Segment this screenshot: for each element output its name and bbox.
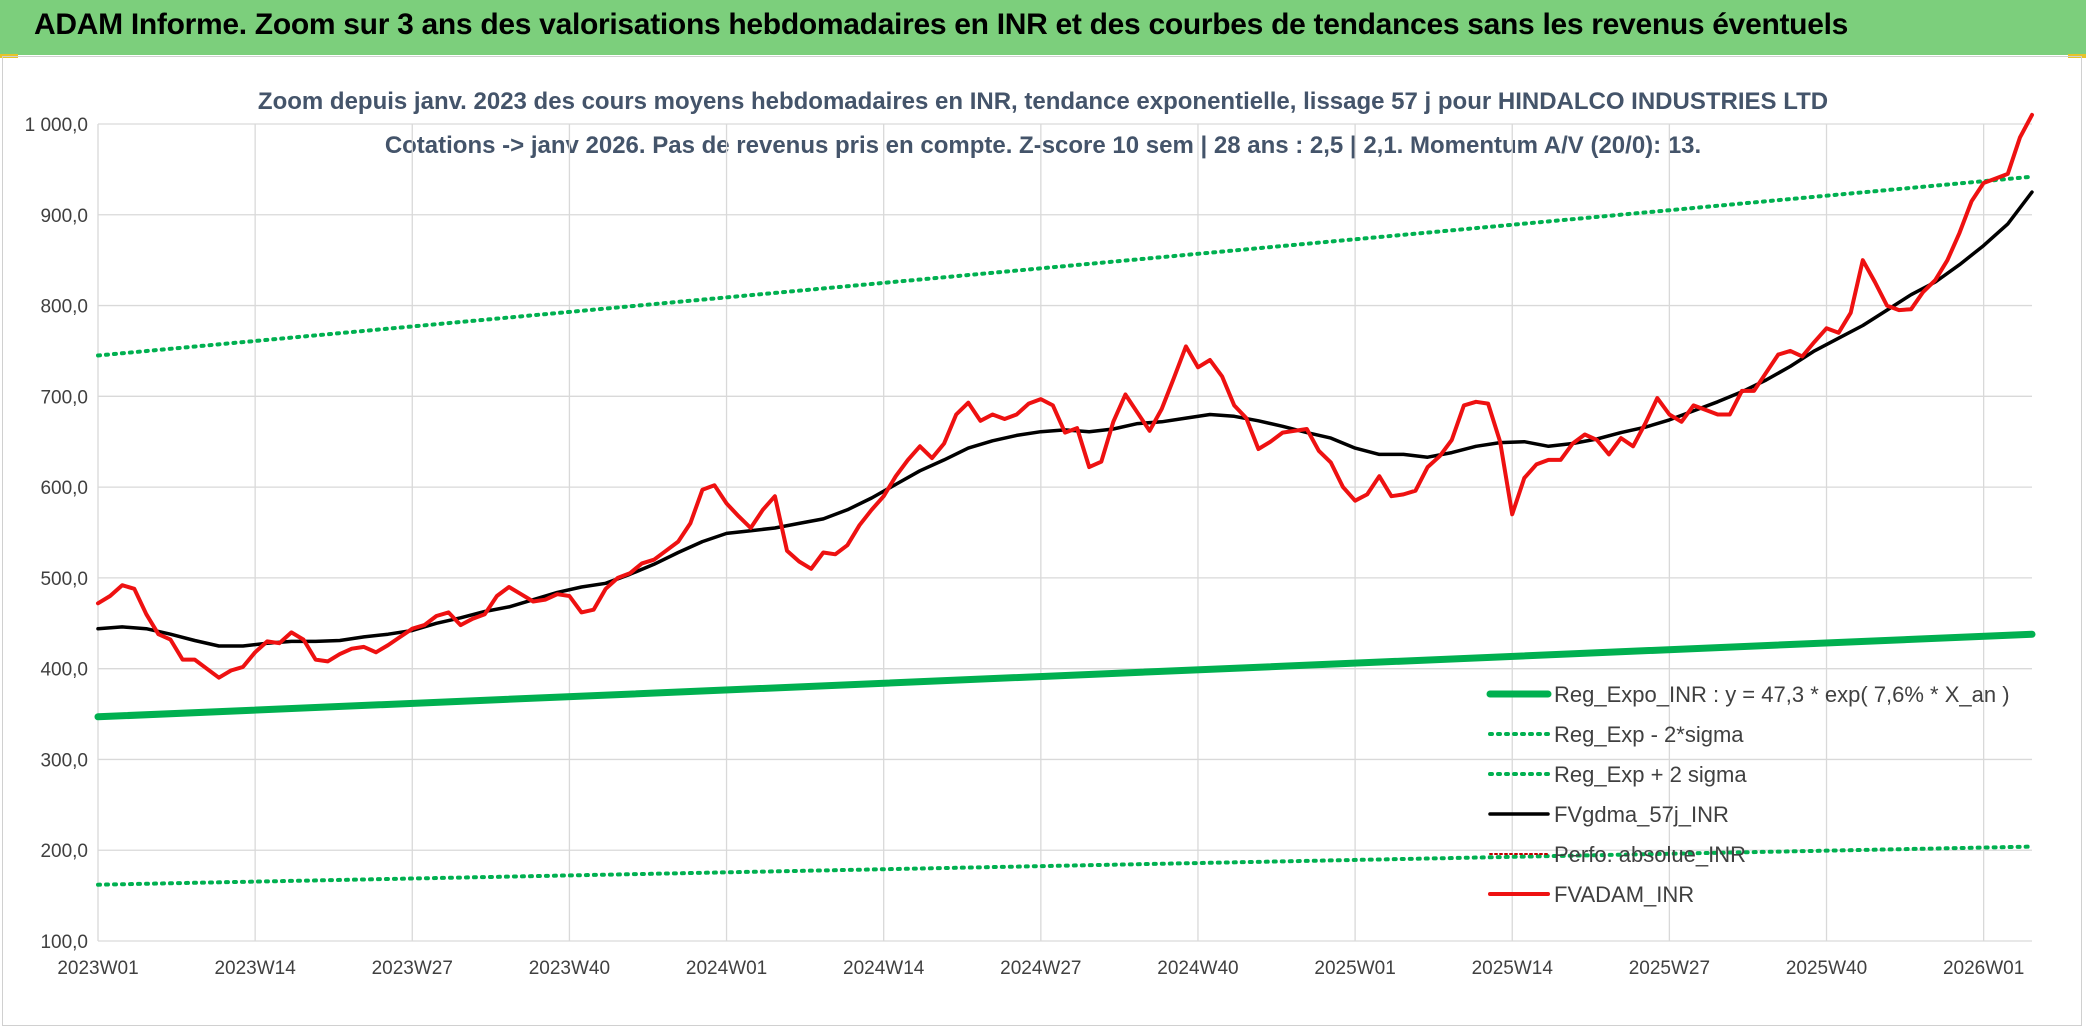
x-tick-label: 2025W27 bbox=[1629, 958, 1710, 979]
y-tick-label: 700,0 bbox=[40, 387, 88, 408]
y-tick-label: 1 000,0 bbox=[25, 115, 88, 136]
series-line-0 bbox=[94, 630, 2036, 721]
report-banner: ADAM Informe. Zoom sur 3 ans des valoris… bbox=[0, 0, 2086, 55]
x-tick-label: 2023W40 bbox=[529, 958, 610, 979]
y-axis: 100,0 200,0 300,0 400,0 500,0 600,0 700,0 800,0… bbox=[25, 115, 88, 953]
x-tick-label: 2023W14 bbox=[214, 958, 296, 979]
chart-title-line-2: Cotations -> janv 2026. Pas de revenus p… bbox=[385, 132, 1701, 159]
y-tick-label: 800,0 bbox=[40, 297, 88, 318]
x-tick-label: 2023W27 bbox=[372, 958, 453, 979]
x-axis: 2023W01 2023W14 2023W27 2023W40 2024W01 2024W… bbox=[57, 958, 2024, 979]
legend-entry: FVADAM_INR bbox=[1554, 882, 1694, 907]
y-tick-label: 100,0 bbox=[40, 932, 88, 953]
legend: Reg_Expo_INR : y = 47,3 * exp( 7,6% * X_… bbox=[1486, 682, 2010, 907]
x-tick-label: 2025W40 bbox=[1786, 958, 1867, 979]
legend-entry: FVgdma_57j_INR bbox=[1554, 802, 1729, 827]
report-title: ADAM Informe. Zoom sur 3 ans des valoris… bbox=[34, 8, 1848, 41]
legend-entry: Reg_Exp + 2 sigma bbox=[1554, 762, 1747, 787]
y-tick-label: 600,0 bbox=[40, 478, 88, 499]
x-tick-label: 2024W27 bbox=[1000, 958, 1081, 979]
series-line-2 bbox=[96, 174, 2034, 358]
y-tick-label: 400,0 bbox=[40, 660, 88, 681]
series-line-1 bbox=[96, 844, 2034, 887]
chart-frame bbox=[2, 56, 2082, 1026]
legend-entry: Reg_Exp - 2*sigma bbox=[1554, 722, 1744, 747]
chart-title-line-1: Zoom depuis janv. 2023 des cours moyens … bbox=[258, 88, 1828, 115]
grid bbox=[97, 123, 2032, 942]
x-tick-label: 2023W01 bbox=[57, 958, 138, 979]
x-tick-label: 2025W14 bbox=[1472, 958, 1554, 979]
x-tick-label: 2024W14 bbox=[843, 958, 925, 979]
y-tick-label: 200,0 bbox=[40, 841, 88, 862]
x-tick-label: 2024W01 bbox=[686, 958, 767, 979]
series-line-5 bbox=[96, 112, 2034, 680]
x-tick-label: 2026W01 bbox=[1943, 958, 2024, 979]
y-tick-label: 300,0 bbox=[40, 750, 88, 771]
y-tick-label: 500,0 bbox=[40, 569, 88, 590]
x-tick-label: 2024W40 bbox=[1157, 958, 1238, 979]
x-tick-label: 2025W01 bbox=[1314, 958, 1395, 979]
legend-entry: Reg_Expo_INR : y = 47,3 * exp( 7,6% * X_… bbox=[1554, 682, 2010, 707]
legend-entry: Perfo. absolue_INR bbox=[1554, 842, 1746, 867]
y-tick-label: 900,0 bbox=[40, 206, 88, 227]
plot-area bbox=[94, 112, 2036, 887]
